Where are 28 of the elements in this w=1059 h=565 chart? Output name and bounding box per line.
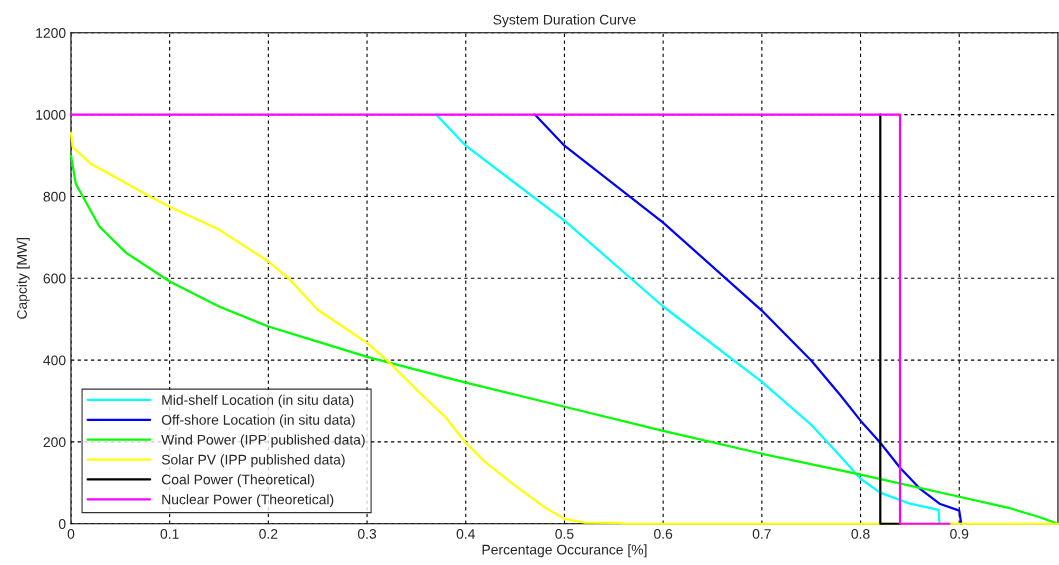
x-tick-label: 0 bbox=[67, 528, 75, 539]
legend-label: Wind Power (IPP published data) bbox=[161, 434, 365, 448]
x-tick-label: 0.1 bbox=[160, 528, 179, 539]
x-tick-label: 0.3 bbox=[357, 528, 377, 539]
x-tick-label: 0.8 bbox=[851, 528, 870, 539]
legend-label: Mid-shelf Location (in situ data) bbox=[162, 394, 354, 408]
x-tick-label: 0.6 bbox=[654, 528, 673, 539]
x-tick-label: 0.4 bbox=[456, 528, 475, 539]
x-axis-title: Percentage Occurance [%] bbox=[482, 544, 647, 558]
y-tick-label: 400 bbox=[43, 355, 66, 366]
y-tick-label: 1200 bbox=[36, 28, 66, 38]
y-tick-label: 1000 bbox=[36, 109, 66, 120]
y-tick-label: 0 bbox=[58, 519, 66, 529]
x-tick-label: 0.2 bbox=[259, 528, 278, 539]
legend-label: Nuclear Power (Theoretical) bbox=[162, 494, 334, 508]
x-tick-label: 0.5 bbox=[555, 528, 574, 539]
line-series bbox=[435, 113, 941, 525]
x-tick-label: 0.7 bbox=[752, 528, 771, 539]
legend-label: Off-shore Location (in situ data) bbox=[161, 414, 355, 428]
legend-label: Coal Power (Theoretical) bbox=[161, 474, 314, 488]
x-tick-label: 0.9 bbox=[950, 528, 969, 539]
y-axis-title: Capcity [MW] bbox=[16, 237, 30, 319]
line-series bbox=[533, 113, 963, 525]
y-tick-label: 600 bbox=[43, 273, 66, 284]
legend-label: Solar PV (IPP published data) bbox=[161, 454, 345, 468]
chart-title: System Duration Curve bbox=[493, 14, 636, 28]
y-tick-label: 800 bbox=[43, 191, 66, 202]
y-tick-label: 200 bbox=[43, 437, 66, 448]
